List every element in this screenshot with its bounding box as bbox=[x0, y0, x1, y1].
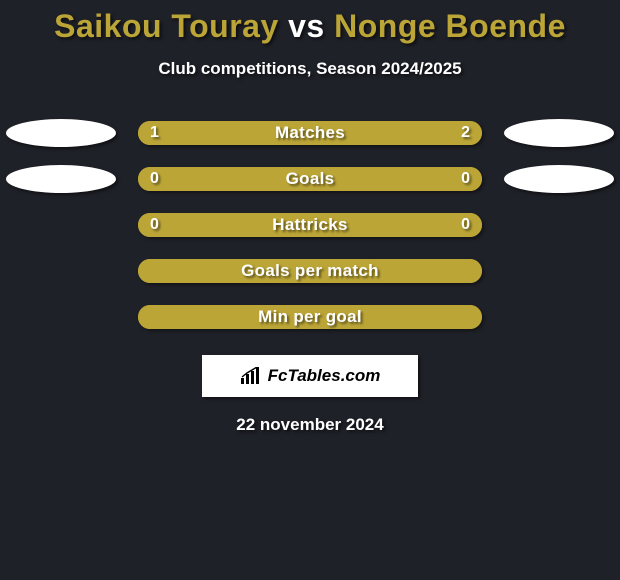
stat-bar: 12Matches bbox=[138, 121, 482, 145]
watermark: FcTables.com bbox=[202, 355, 418, 397]
comparison-infographic: Saikou Touray vs Nonge Boende Club compe… bbox=[0, 0, 620, 435]
stat-label: Min per goal bbox=[138, 305, 482, 329]
title-vs: vs bbox=[288, 8, 325, 44]
subtitle: Club competitions, Season 2024/2025 bbox=[0, 59, 620, 79]
stat-label: Matches bbox=[138, 121, 482, 145]
title-player2: Nonge Boende bbox=[334, 8, 566, 44]
stat-bar: 00Hattricks bbox=[138, 213, 482, 237]
stat-label: Goals per match bbox=[138, 259, 482, 283]
stat-row: Goals per match bbox=[0, 251, 620, 297]
watermark-text: FcTables.com bbox=[268, 366, 381, 386]
title-player1: Saikou Touray bbox=[54, 8, 279, 44]
bar-chart-icon bbox=[240, 367, 262, 385]
stat-row: 00Goals bbox=[0, 159, 620, 205]
stat-bar: Min per goal bbox=[138, 305, 482, 329]
stat-bar: Goals per match bbox=[138, 259, 482, 283]
player1-logo-placeholder bbox=[6, 119, 116, 147]
footer-date: 22 november 2024 bbox=[0, 415, 620, 435]
stat-row: 12Matches bbox=[0, 113, 620, 159]
player1-logo-placeholder bbox=[6, 165, 116, 193]
stat-row: 00Hattricks bbox=[0, 205, 620, 251]
stat-label: Goals bbox=[138, 167, 482, 191]
page-title: Saikou Touray vs Nonge Boende bbox=[0, 8, 620, 45]
stat-row: Min per goal bbox=[0, 297, 620, 343]
player2-logo-placeholder bbox=[504, 165, 614, 193]
stat-label: Hattricks bbox=[138, 213, 482, 237]
stat-bar: 00Goals bbox=[138, 167, 482, 191]
player2-logo-placeholder bbox=[504, 119, 614, 147]
rows-container: 12Matches 00Goals 00Hattricks Goals per mat… bbox=[0, 113, 620, 343]
